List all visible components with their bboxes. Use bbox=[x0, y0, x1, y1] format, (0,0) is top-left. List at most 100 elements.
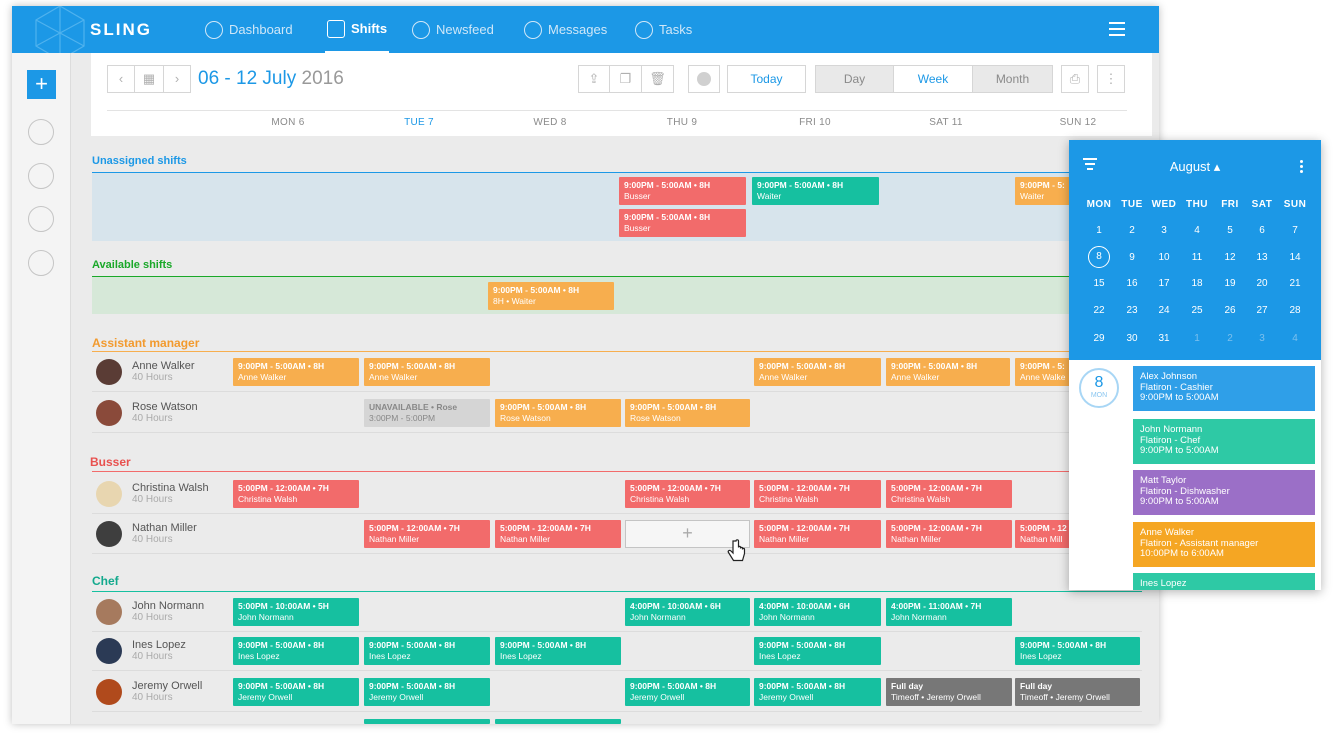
shift-block[interactable]: 5:00PM - 12:00AM • 7H Christina Walsh bbox=[886, 480, 1012, 508]
agenda-card[interactable]: Alex Johnson Flatiron - Cashier 9:00PM to … bbox=[1133, 366, 1315, 411]
calendar-day[interactable]: 2 bbox=[1227, 333, 1233, 344]
hamburger-menu-icon[interactable] bbox=[1109, 22, 1125, 40]
shift-block[interactable]: 9:00PM - 5:00AM • 8H Anne Walker bbox=[886, 358, 1010, 386]
shift-block[interactable]: 5:00PM - 12:00AM • 7H Christina Walsh bbox=[754, 480, 881, 508]
calendar-day[interactable]: 1 bbox=[1096, 225, 1102, 236]
calendar-day[interactable]: 13 bbox=[1256, 252, 1268, 263]
shift-block[interactable]: 9:00PM - 5:00AM • 8H Jeremy Orwell bbox=[233, 678, 359, 706]
shift-block[interactable]: 9:00PM - 5:00AM • 8H Ines Lopez bbox=[364, 637, 490, 665]
unassigned-shift[interactable]: 9:00PM - 5: Waiter bbox=[1015, 177, 1075, 205]
calendar-day[interactable]: 22 bbox=[1093, 305, 1105, 316]
shift-block[interactable]: 4:00PM - 10:00AM • 6H John Normann bbox=[754, 598, 881, 626]
calendar-day[interactable]: 29 bbox=[1093, 333, 1105, 344]
list-icon[interactable] bbox=[28, 206, 54, 232]
available-shift[interactable]: 9:00PM - 5:00AM • 8H 8H • Waiter bbox=[488, 282, 614, 310]
shift-block[interactable]: 9:00PM - 5: Anne Walke bbox=[1015, 358, 1075, 386]
print-icon[interactable]: ⎙ bbox=[1061, 65, 1089, 93]
calendar-day[interactable]: 25 bbox=[1191, 305, 1203, 316]
calendar-day[interactable]: 9 bbox=[1129, 252, 1135, 263]
shift-block[interactable]: 9:00PM - 5:00AM • 8H Jeremy Orwell bbox=[754, 678, 881, 706]
shift-block[interactable]: 9:00PM - 5:00AM • 8H Anne Walker bbox=[233, 358, 359, 386]
calendar-day[interactable]: 18 bbox=[1191, 278, 1203, 289]
shift-block[interactable]: 5:00PM - 12:00AM • 7H Nathan Miller bbox=[754, 520, 881, 548]
upload-icon[interactable]: ⇪ bbox=[578, 65, 610, 93]
calendar-day[interactable]: 28 bbox=[1289, 305, 1301, 316]
filter-icon[interactable] bbox=[1083, 158, 1097, 173]
calendar-day[interactable]: 4 bbox=[1292, 333, 1298, 344]
next-week-button[interactable]: › bbox=[163, 65, 191, 93]
calendar-day[interactable]: 12 bbox=[1224, 252, 1236, 263]
calendar-day[interactable]: 20 bbox=[1256, 278, 1268, 289]
agenda-card[interactable]: Matt Taylor Flatiron - Dishwasher 9:00PM t… bbox=[1133, 470, 1315, 515]
prev-week-button[interactable]: ‹ bbox=[107, 65, 135, 93]
calendar-day[interactable]: 1 bbox=[1194, 333, 1200, 344]
view-month-button[interactable]: Month bbox=[972, 65, 1053, 93]
agenda-card[interactable]: John Normann Flatiron - Chef 9:00PM to 5:0… bbox=[1133, 419, 1315, 464]
calendar-day[interactable]: 17 bbox=[1158, 278, 1170, 289]
more-options-icon[interactable]: ⋮ bbox=[1097, 65, 1125, 93]
shift-block[interactable]: 9:00PM - 5:00AM • 8H Jeremy Orwell bbox=[364, 678, 490, 706]
timeoff-block[interactable]: Full day Timeoff • Jeremy Orwell bbox=[886, 678, 1012, 706]
record-toggle-icon[interactable] bbox=[688, 65, 720, 93]
shift-block[interactable]: 9:00PM - 5:00AM • 8H Ines Lopez bbox=[233, 637, 359, 665]
calendar-day[interactable]: 10 bbox=[1158, 252, 1170, 263]
location-icon[interactable] bbox=[28, 119, 54, 145]
add-shift-slot[interactable]: + bbox=[625, 520, 750, 548]
view-day-button[interactable]: Day bbox=[815, 65, 894, 93]
view-week-button[interactable]: Week bbox=[893, 65, 973, 93]
calendar-day[interactable]: 27 bbox=[1256, 305, 1268, 316]
shift-block[interactable]: 5:00PM - 12:00AM • 7H Christina Walsh bbox=[625, 480, 750, 508]
shift-block[interactable]: 9:00PM - 5:00AM • 8H Ines Lopez bbox=[754, 637, 881, 665]
calendar-day[interactable]: 21 bbox=[1289, 278, 1301, 289]
calendar-day[interactable]: 2 bbox=[1129, 225, 1135, 236]
shift-block[interactable]: 9:00PM - 5:00AM • 8H Ines Lopez bbox=[495, 637, 621, 665]
shift-block[interactable]: 9:00PM - 5:00AM • 8H Rose Watson bbox=[495, 399, 621, 427]
shift-block[interactable]: 5:00PM - 12:00AM • 7H Nathan Miller bbox=[495, 520, 621, 548]
calendar-day[interactable]: 24 bbox=[1158, 305, 1170, 316]
calendar-day[interactable]: 26 bbox=[1224, 305, 1236, 316]
shift-block[interactable]: 5:00PM - 10:00AM • 5H John Normann bbox=[233, 598, 359, 626]
calendar-month-selector[interactable]: August ▴ bbox=[1169, 159, 1221, 174]
nav-newsfeed[interactable]: Newsfeed bbox=[412, 6, 494, 53]
shift-block[interactable]: 5:00PM - 12:00AM • 7H Christina Walsh bbox=[233, 480, 359, 508]
calendar-day[interactable]: 31 bbox=[1158, 333, 1170, 344]
calendar-day[interactable]: 15 bbox=[1093, 278, 1105, 289]
nav-dashboard[interactable]: Dashboard bbox=[205, 6, 293, 53]
calendar-day[interactable]: 6 bbox=[1259, 225, 1265, 236]
copy-icon[interactable]: ❐ bbox=[609, 65, 642, 93]
calendar-day[interactable]: 3 bbox=[1161, 225, 1167, 236]
calendar-day[interactable]: 16 bbox=[1126, 278, 1138, 289]
shift-block[interactable]: 9:00PM - 5:00AM • 8H Ines Lopez bbox=[1015, 637, 1140, 665]
calendar-day[interactable]: 8 bbox=[1088, 246, 1110, 268]
calendar-day[interactable]: 14 bbox=[1289, 252, 1301, 263]
settings-sliders-icon[interactable] bbox=[28, 250, 54, 276]
shift-block[interactable]: 9:00PM - 5:00AM • 8H Rose Watson bbox=[625, 399, 750, 427]
trash-icon[interactable]: 🗑 bbox=[641, 65, 674, 93]
calendar-day[interactable]: 7 bbox=[1292, 225, 1298, 236]
unassigned-shift[interactable]: 9:00PM - 5:00AM • 8H Busser bbox=[619, 177, 746, 205]
shift-block[interactable]: 4:00PM - 10:00AM • 6H John Normann bbox=[625, 598, 750, 626]
nav-tasks[interactable]: Tasks bbox=[635, 6, 692, 53]
add-button[interactable]: + bbox=[27, 70, 56, 99]
shift-block[interactable]: 5:00PM - 12:00AM • 7H Nathan Miller bbox=[886, 520, 1012, 548]
nav-messages[interactable]: Messages bbox=[524, 6, 607, 53]
brand-name[interactable]: SLING bbox=[90, 20, 152, 39]
today-button[interactable]: Today bbox=[727, 65, 806, 93]
calendar-day[interactable]: 4 bbox=[1194, 225, 1200, 236]
calendar-picker-icon[interactable]: ▦ bbox=[134, 65, 164, 93]
calendar-day[interactable]: 23 bbox=[1126, 305, 1138, 316]
shift-block[interactable]: 4:00PM - 11:00AM • 7H John Normann bbox=[886, 598, 1012, 626]
unassigned-shift[interactable]: 9:00PM - 5:00AM • 8H Waiter bbox=[752, 177, 879, 205]
shift-block[interactable]: 5:00PM - 12 Nathan Mill bbox=[1015, 520, 1075, 548]
calendar-day[interactable]: 3 bbox=[1259, 333, 1265, 344]
calendar-day[interactable]: 11 bbox=[1191, 252, 1203, 263]
globe-icon[interactable] bbox=[28, 163, 54, 189]
nav-shifts[interactable]: Shifts bbox=[325, 6, 390, 53]
calendar-more-icon[interactable] bbox=[1300, 160, 1303, 175]
calendar-day[interactable]: 19 bbox=[1224, 278, 1236, 289]
timeoff-block[interactable]: Full day Timeoff • Jeremy Orwell bbox=[1015, 678, 1140, 706]
shift-block[interactable]: 9:00PM - 5:00AM • 8H Jeremy Orwell bbox=[625, 678, 750, 706]
shift-block[interactable]: 9:00PM - 5:00AM • 8H Anne Walker bbox=[754, 358, 881, 386]
unavailable-block[interactable]: UNAVAILABLE • Rose 3:00PM - 5:00PM bbox=[364, 399, 490, 427]
shift-block[interactable]: 5:00PM - 12:00AM • 7H Nathan Miller bbox=[364, 520, 490, 548]
